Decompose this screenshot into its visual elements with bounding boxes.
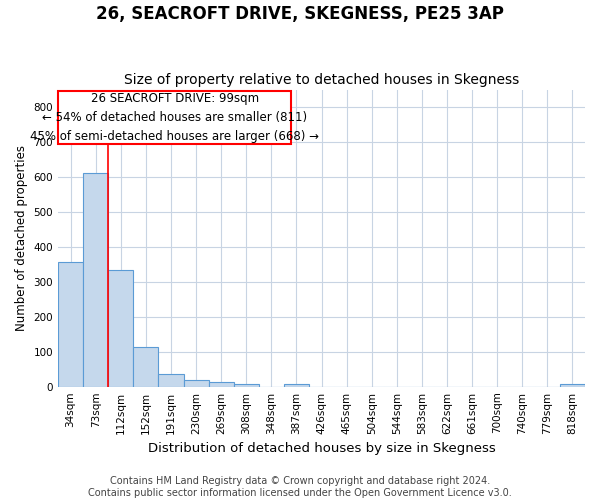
Text: Contains HM Land Registry data © Crown copyright and database right 2024.
Contai: Contains HM Land Registry data © Crown c… (88, 476, 512, 498)
Bar (209, 382, 233, 386)
Bar (284, 384, 309, 386)
Bar (560, 384, 585, 386)
Bar (58, 262, 83, 386)
Text: 26 SEACROFT DRIVE: 99sqm
← 54% of detached houses are smaller (811)
45% of semi-: 26 SEACROFT DRIVE: 99sqm ← 54% of detach… (30, 92, 319, 143)
Bar (158, 374, 184, 386)
Title: Size of property relative to detached houses in Skegness: Size of property relative to detached ho… (124, 73, 519, 87)
Bar (184, 380, 209, 386)
X-axis label: Distribution of detached houses by size in Skegness: Distribution of detached houses by size … (148, 442, 496, 455)
FancyBboxPatch shape (58, 92, 292, 144)
Bar (108, 270, 133, 386)
Text: 26, SEACROFT DRIVE, SKEGNESS, PE25 3AP: 26, SEACROFT DRIVE, SKEGNESS, PE25 3AP (96, 5, 504, 23)
Bar (133, 347, 158, 387)
Bar (83, 173, 108, 386)
Y-axis label: Number of detached properties: Number of detached properties (15, 145, 28, 331)
Bar (233, 384, 259, 386)
